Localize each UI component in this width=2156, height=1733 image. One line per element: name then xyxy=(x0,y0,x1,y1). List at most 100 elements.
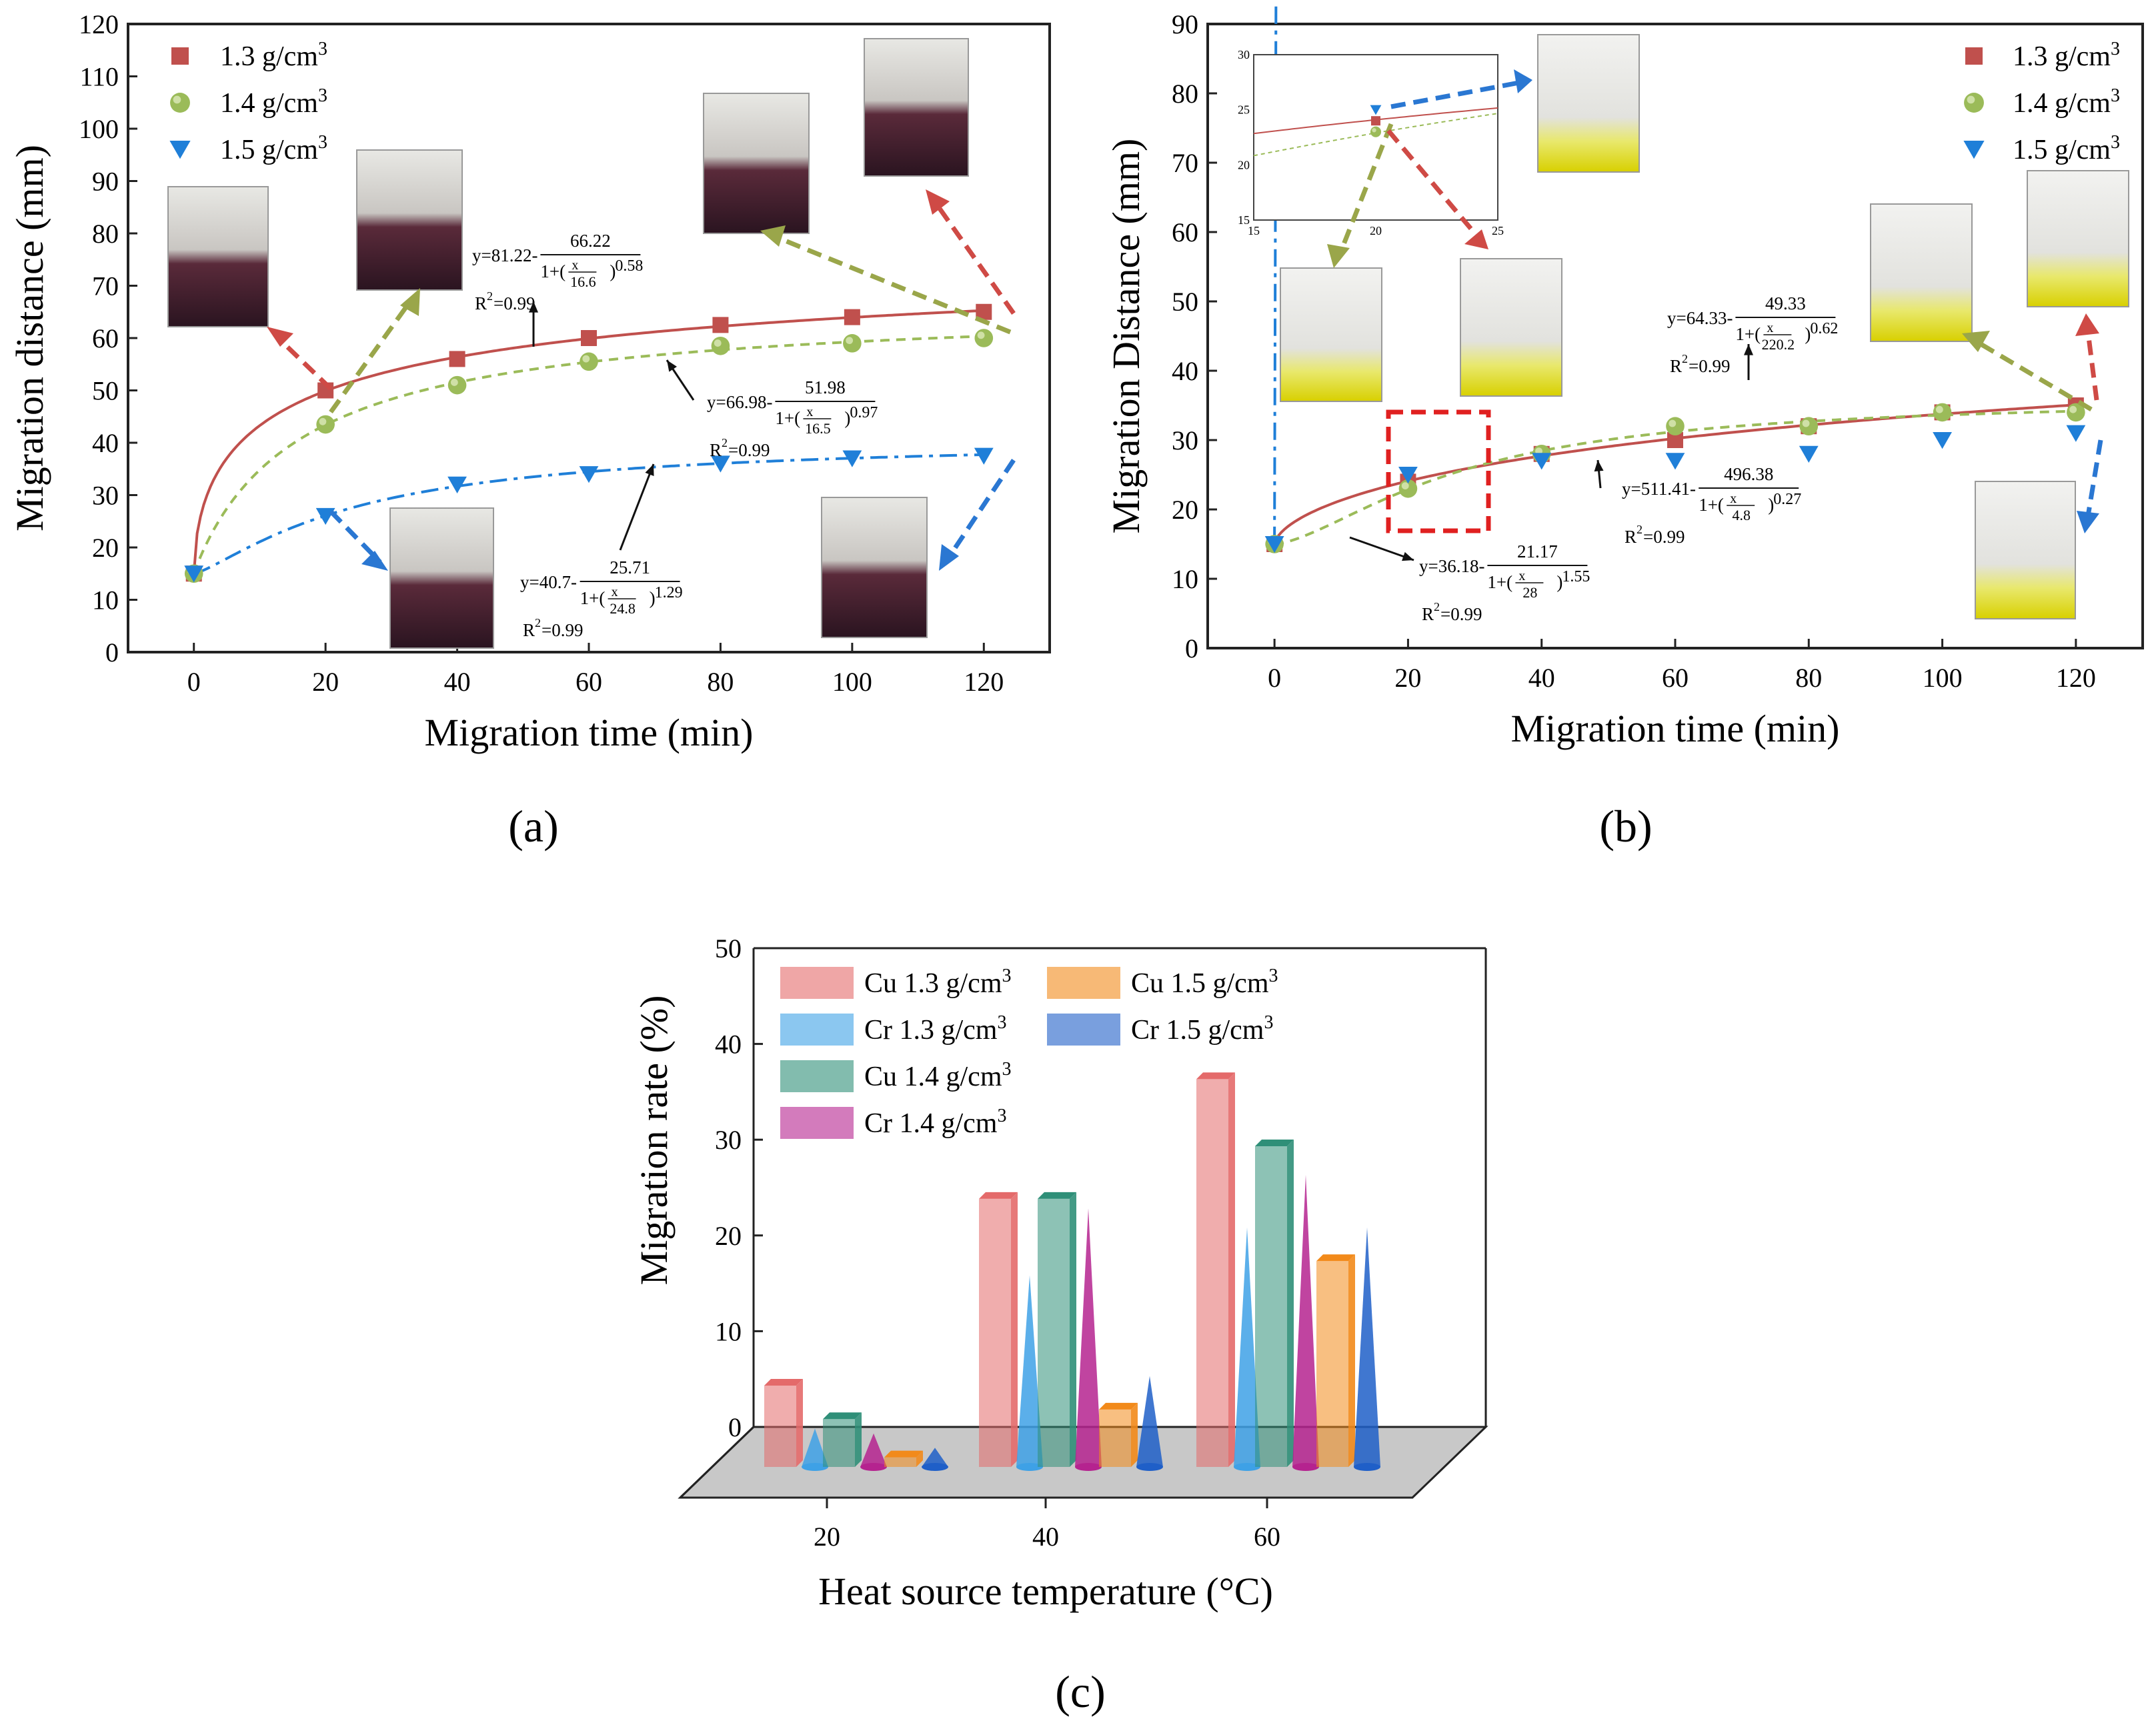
y-tick-label: 40 xyxy=(92,428,119,458)
y-tick-label: 70 xyxy=(1172,148,1198,178)
equation-r2: R xyxy=(475,293,487,313)
equation-r2-sup: 2 xyxy=(487,289,493,303)
data-point-circle xyxy=(316,415,335,434)
equation-paren: ) xyxy=(1768,495,1774,515)
y-tick-label: 10 xyxy=(715,1316,742,1346)
equation-r2-value: =0.99 xyxy=(542,620,583,640)
data-point-triangle xyxy=(1370,105,1382,115)
zoom-region-box xyxy=(1386,409,1491,533)
beaker-photos xyxy=(1280,34,2129,619)
data-point-highlight xyxy=(1669,419,1677,427)
x-tick-label: 100 xyxy=(832,667,872,697)
axes: 0 20 40 60 80 100 120 0 10 20 30 40 50 60 70 80 90 xyxy=(1172,9,2096,693)
cone xyxy=(1354,1228,1380,1467)
y-tick-label: 0 xyxy=(1185,633,1198,663)
bar-side xyxy=(1070,1192,1076,1467)
x-tick-label: 60 xyxy=(1254,1522,1280,1552)
data-point-square xyxy=(581,330,597,346)
equation-x0: 28 xyxy=(1522,584,1537,601)
data-point-highlight xyxy=(1802,419,1810,427)
x-axis-label: Heat source temperature (°C) xyxy=(818,1570,1273,1613)
inset-x-tick-label: 20 xyxy=(1370,224,1382,237)
equation-r2-value: =0.99 xyxy=(1643,527,1685,547)
legend-label: Cr 1.4 g/cm3 xyxy=(864,1106,1006,1139)
equation-paren: ) xyxy=(1805,324,1811,344)
photo-arrows xyxy=(1327,69,2103,533)
inset-x-tick-label: 25 xyxy=(1492,224,1504,237)
equation-r2-value: =0.99 xyxy=(493,293,535,313)
data-point-circle xyxy=(974,329,994,347)
equation-var: x xyxy=(806,405,813,419)
equation-var: x xyxy=(1518,569,1525,583)
legend-label: 1.4 g/cm3 xyxy=(220,85,327,119)
x-tick-label: 40 xyxy=(444,667,471,697)
data-point-highlight xyxy=(714,339,722,347)
arrow-head xyxy=(667,360,678,372)
data-point-highlight xyxy=(1372,128,1376,133)
y-tick-label: 90 xyxy=(1172,9,1198,39)
equation-var: x xyxy=(612,585,618,599)
data-point-circle xyxy=(447,375,467,395)
x-tick-label: 100 xyxy=(1923,663,1963,693)
equation-var: x xyxy=(1767,321,1773,335)
equation-exponent: 0.62 xyxy=(1810,320,1838,337)
data-point-triangle xyxy=(579,466,599,483)
equation-r2: R xyxy=(523,620,535,640)
legend-label: 1.5 g/cm3 xyxy=(2013,132,2120,165)
bar-front xyxy=(764,1385,796,1467)
equation-paren: ) xyxy=(610,261,616,281)
cone-base xyxy=(1016,1463,1043,1471)
beaker-photo xyxy=(1870,203,1973,342)
x-axis-label: Migration time (min) xyxy=(425,711,754,754)
data-point-highlight xyxy=(173,95,181,104)
bar-side xyxy=(1131,1402,1138,1467)
inset-frame xyxy=(1253,54,1498,221)
beaker-photo xyxy=(821,497,928,638)
inset-y-tick-label: 15 xyxy=(1238,213,1250,227)
cone xyxy=(860,1433,887,1467)
data-point-circle xyxy=(580,352,598,371)
inset-y-tick-label: 25 xyxy=(1238,103,1250,117)
equation-exponent: 0.58 xyxy=(615,257,643,275)
legend: Cu 1.3 g/cm3 Cr 1.3 g/cm3 Cu 1.4 g/cm3 Cr 1… xyxy=(780,966,1278,1139)
equation-arrow xyxy=(1349,536,1414,561)
y-tick-label: 50 xyxy=(715,934,742,964)
y-tick-label: 30 xyxy=(92,481,119,511)
arrow-head xyxy=(645,464,654,476)
y-tick-label: 60 xyxy=(92,323,119,353)
bar-front xyxy=(1099,1409,1131,1467)
cone-base xyxy=(1292,1463,1319,1471)
data-point-circle xyxy=(843,334,862,353)
equation-denominator: 1+( xyxy=(1699,495,1724,515)
y-axis-label: Migration rate (%) xyxy=(632,996,676,1286)
equation-denominator: 1+( xyxy=(580,588,606,608)
axes: 0 20 40 60 80 100 120 0 10 20 30 40 50 60 70 80 90 100 110… xyxy=(79,9,1004,697)
data-point-square xyxy=(844,309,860,325)
equation-denominator: 1+( xyxy=(540,261,566,281)
equation-paren: ) xyxy=(844,408,850,428)
data-point-square xyxy=(712,317,729,333)
arrow-head xyxy=(528,301,539,313)
legend: 1.3 g/cm3 1.4 g/cm3 1.5 g/cm3 xyxy=(169,39,327,165)
cone xyxy=(802,1428,828,1467)
data-point-triangle xyxy=(184,565,204,583)
equation-exponent: 1.29 xyxy=(655,584,683,601)
inset-fit-curve xyxy=(1253,113,1498,157)
floor-left-edge xyxy=(679,1426,755,1499)
equation-paren: ) xyxy=(1556,572,1562,592)
inset-y-tick-label: 30 xyxy=(1238,48,1250,61)
y-tick-label: 100 xyxy=(79,114,119,144)
x-tick-label: 20 xyxy=(1394,663,1421,693)
data-point-highlight xyxy=(846,337,854,345)
x-tick-label: 0 xyxy=(187,667,201,697)
equation-r2-value: =0.99 xyxy=(1440,604,1482,624)
cone-base xyxy=(802,1463,828,1471)
x-tick-label: 80 xyxy=(707,667,734,697)
y-tick-label: 20 xyxy=(1172,495,1198,525)
data-point-highlight xyxy=(1401,482,1409,489)
bar-top xyxy=(764,1378,803,1386)
x-tick-label: 40 xyxy=(1528,663,1555,693)
bars xyxy=(764,1072,1380,1471)
equation-exponent: 0.97 xyxy=(850,404,878,421)
